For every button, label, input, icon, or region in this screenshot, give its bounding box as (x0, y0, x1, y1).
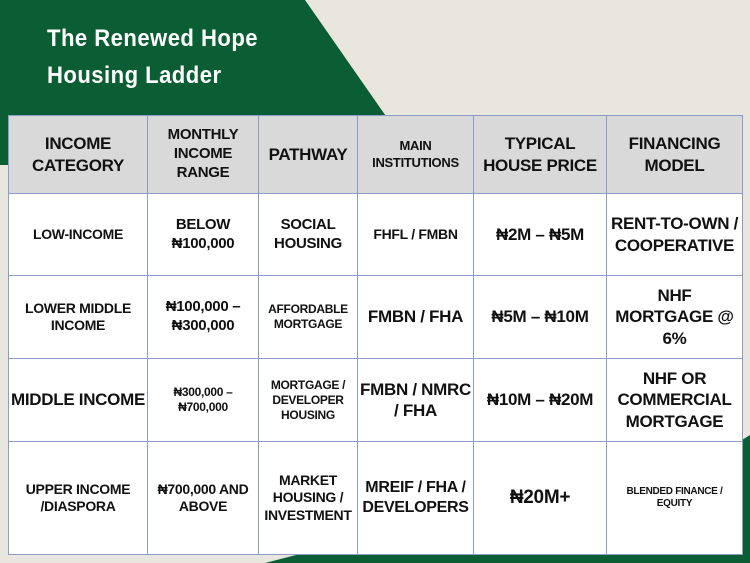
cell: Social Housing (258, 193, 358, 276)
cell: ₦100,000 – ₦300,000 (147, 275, 259, 359)
cell: FMBN / NMRC / FHA (357, 358, 474, 442)
cell: Blended Finance / Equity (606, 441, 743, 555)
header-financing-model: Financing Model (606, 115, 743, 194)
cell: NHF or Commercial Mortgage (606, 358, 743, 442)
cell: Affordable Mortgage (258, 275, 358, 359)
cell: Market Housing / Investment (258, 441, 358, 555)
header-income-category: Income Category (8, 115, 148, 194)
table-row: Lower Middle Income ₦100,000 – ₦300,000 … (8, 275, 743, 359)
cell: ₦700,000 and Above (147, 441, 259, 555)
table-row: Upper Income /Diaspora ₦700,000 and Abov… (8, 441, 743, 555)
cell: FHFL / FMBN (357, 193, 474, 276)
cell: NHF Mortgage @ 6% (606, 275, 743, 359)
page-title: The Renewed Hope Housing Ladder (47, 20, 258, 94)
table-row: Middle Income ₦300,000 – ₦700,000 Mortga… (8, 358, 743, 442)
cell: Low-Income (8, 193, 148, 276)
header-row: Income Category Monthly Income Range Pat… (8, 115, 743, 194)
header-monthly-income: Monthly Income Range (147, 115, 259, 194)
cell: Mortgage / Developer Housing (258, 358, 358, 442)
header-pathway: Pathway (258, 115, 358, 194)
cell: MREIF / FHA / Developers (357, 441, 474, 555)
cell: ₦2M – ₦5M (473, 193, 607, 276)
cell: ₦10M – ₦20M (473, 358, 607, 442)
cell: ₦20M+ (473, 441, 607, 555)
cell: ₦300,000 – ₦700,000 (147, 358, 259, 442)
housing-ladder-table: Income Category Monthly Income Range Pat… (8, 115, 743, 555)
cell: Middle Income (8, 358, 148, 442)
cell: Upper Income /Diaspora (8, 441, 148, 555)
cell: Below ₦100,000 (147, 193, 259, 276)
cell: Lower Middle Income (8, 275, 148, 359)
cell: FMBN / FHA (357, 275, 474, 359)
header-house-price: Typical House Price (473, 115, 607, 194)
cell: Rent-to-Own / Cooperative (606, 193, 743, 276)
title-line-1: The Renewed Hope (47, 25, 259, 52)
cell: ₦5M – ₦10M (473, 275, 607, 359)
table-row: Low-Income Below ₦100,000 Social Housing… (8, 193, 743, 276)
header-main-institutions: Main Institutions (357, 115, 474, 194)
title-line-2: Housing Ladder (47, 62, 222, 89)
